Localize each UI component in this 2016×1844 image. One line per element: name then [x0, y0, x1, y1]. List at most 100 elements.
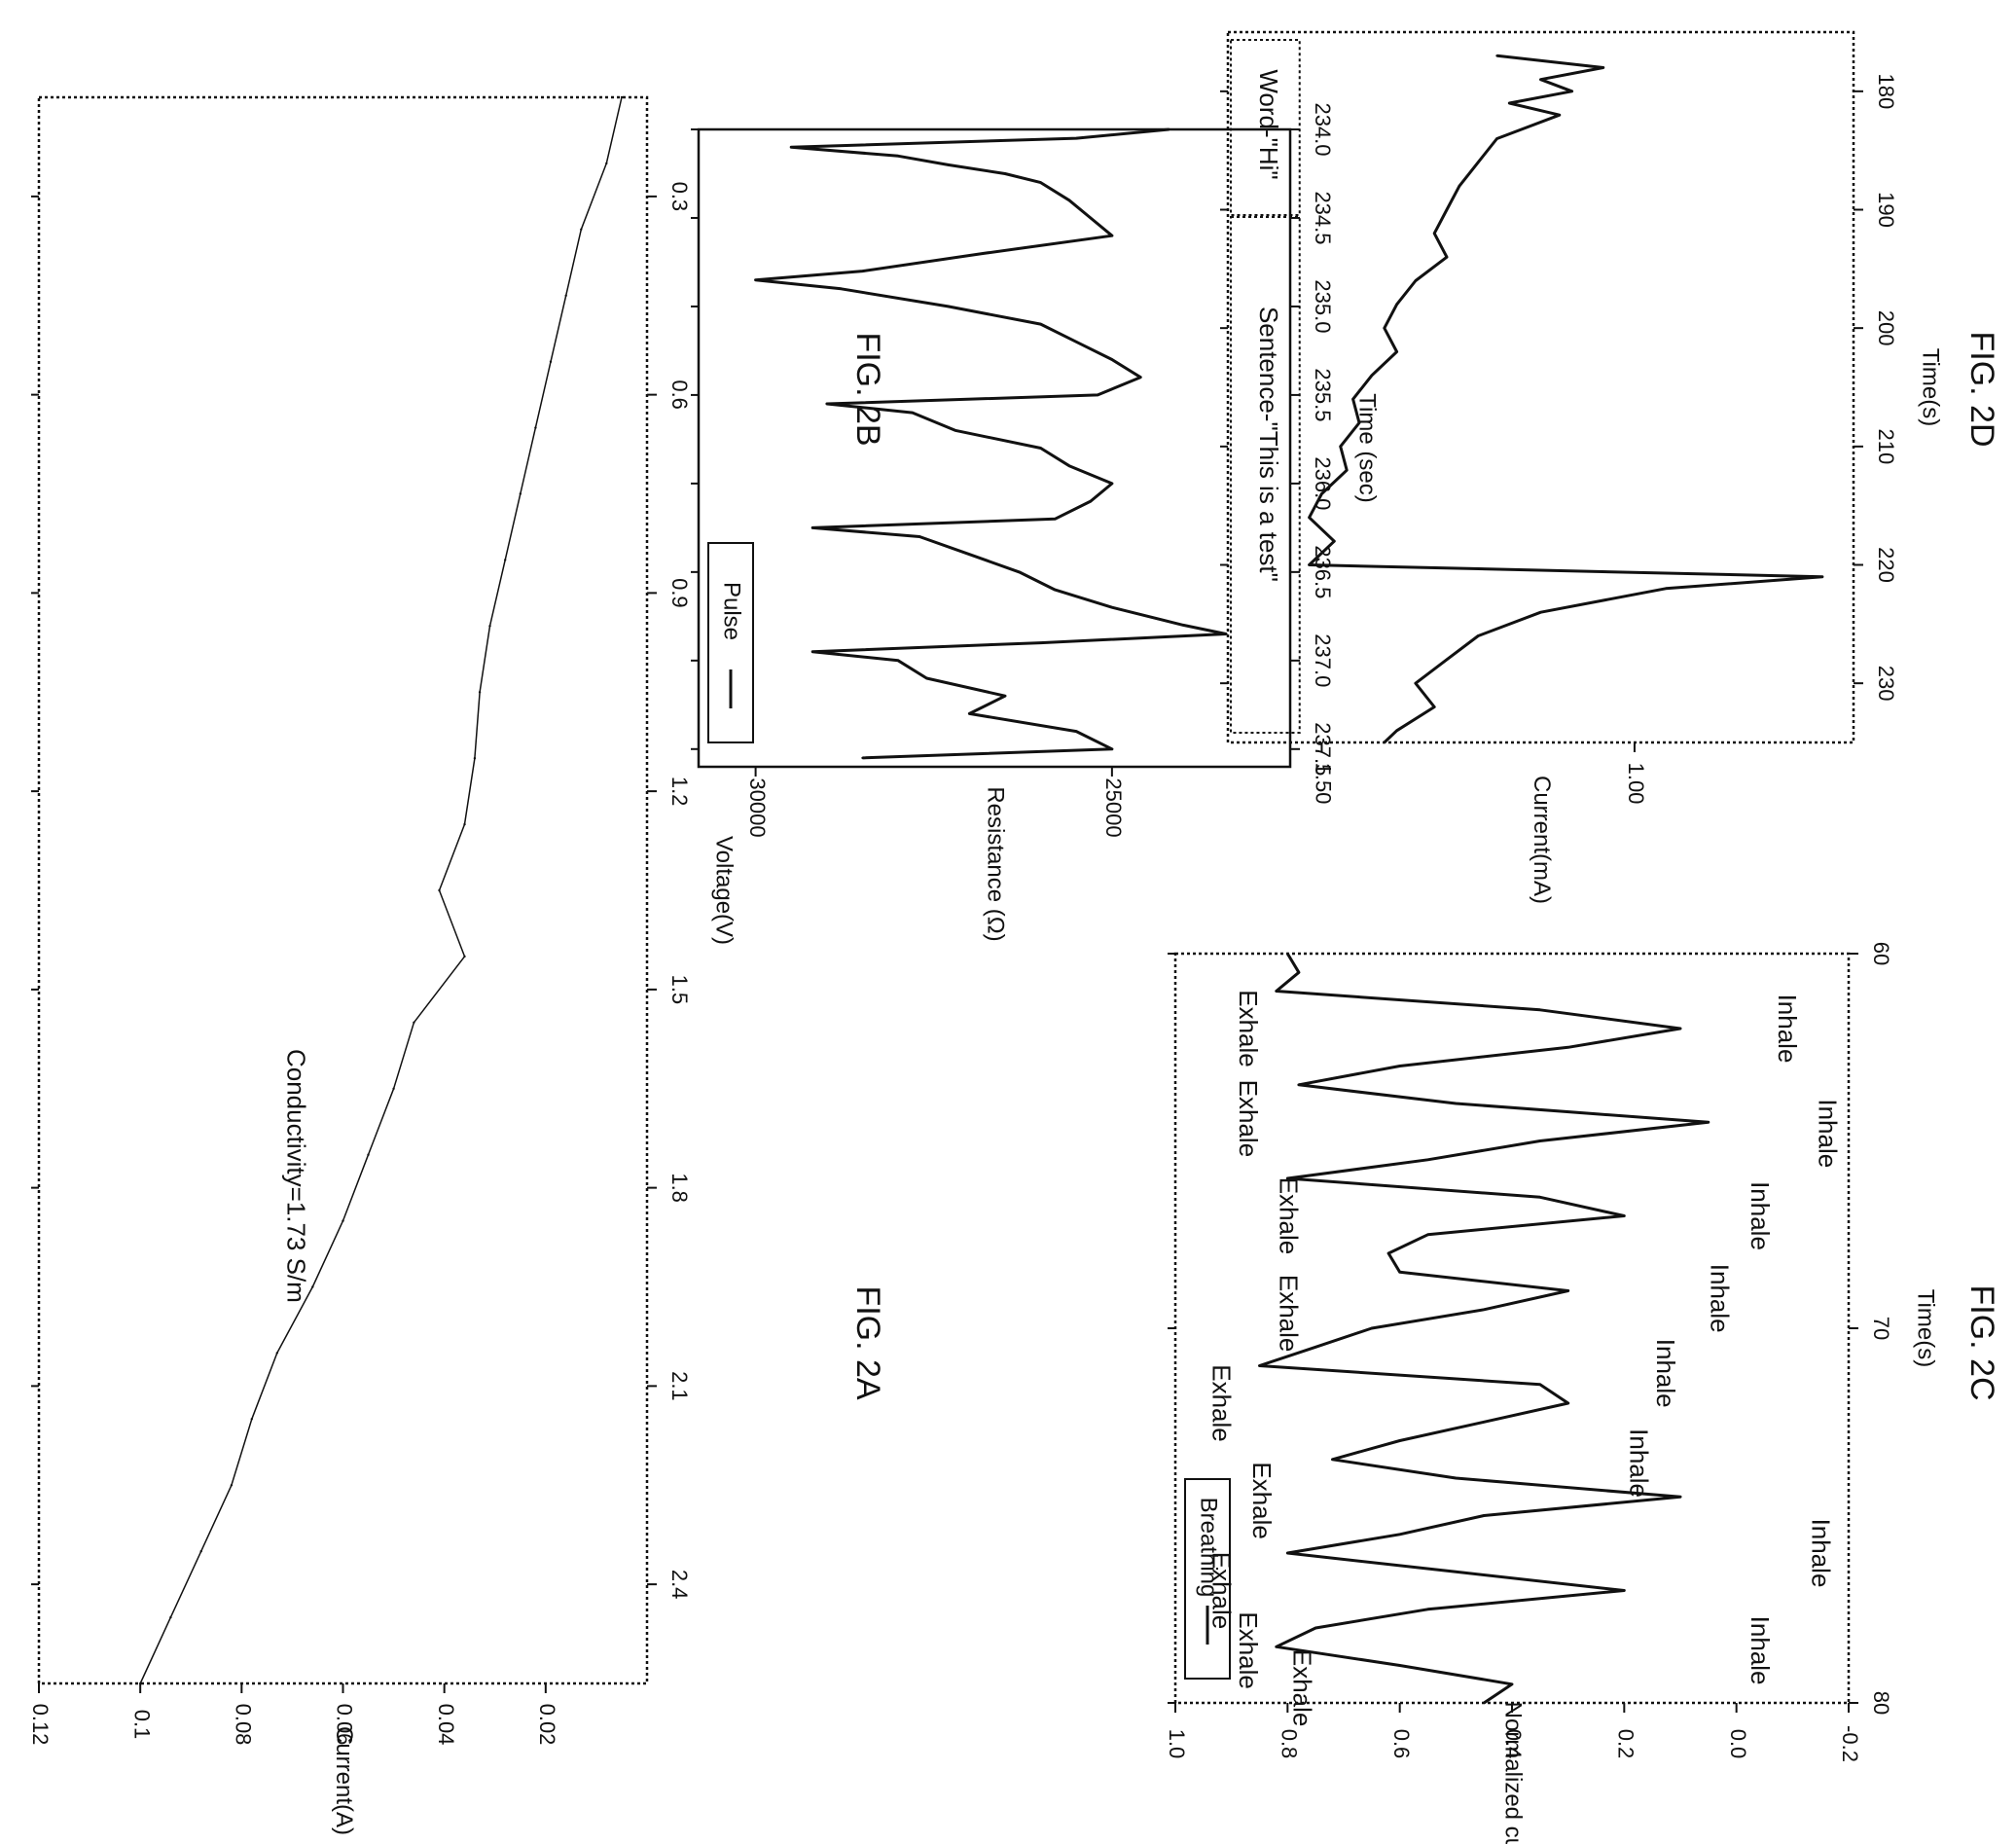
figure-label-2a: FIG. 2A [849, 1285, 886, 1399]
x-tick-label: 60 [1869, 942, 1893, 965]
series-line [139, 96, 623, 1684]
data-point [1351, 398, 1354, 401]
data-point [1623, 1214, 1626, 1217]
data-point [1039, 447, 1042, 450]
data-point [1566, 1289, 1569, 1292]
series-line [1258, 953, 1710, 1705]
data-point [1539, 78, 1542, 81]
data-point [982, 252, 986, 255]
y-tick-label: 30000 [745, 777, 770, 837]
data-point [1314, 1626, 1317, 1630]
data-point [1331, 1458, 1334, 1462]
data-point [954, 429, 956, 432]
annotation-exhale: Exhale [1275, 1177, 1304, 1255]
data-point [1395, 350, 1398, 353]
x-tick-label: 235.5 [1311, 368, 1335, 421]
x-tick-label: 1.5 [667, 975, 692, 1005]
data-point [1566, 1401, 1569, 1405]
data-point [1602, 66, 1605, 69]
data-point [1414, 279, 1418, 282]
x-tick-label: 237.5 [1311, 722, 1335, 776]
data-point [1039, 322, 1042, 326]
data-point [896, 659, 900, 662]
x-tick-label: 0.6 [667, 380, 692, 410]
x-tick-label: 2.4 [667, 1570, 692, 1600]
data-point [754, 278, 757, 281]
data-point [1508, 101, 1511, 105]
data-point [811, 650, 814, 653]
annotation-inhale: Inhale [1746, 1616, 1775, 1685]
legend-box [707, 542, 754, 743]
data-point [504, 559, 507, 561]
data-point [840, 287, 843, 290]
y-tick-label: 0.1 [129, 1710, 154, 1740]
y-tick-label: 0.06 [333, 1704, 357, 1746]
y-tick-label: 1.50 [1312, 763, 1336, 805]
x-axis-label: Time(s) [1918, 348, 1944, 426]
data-point [473, 757, 477, 760]
data-point [1678, 1496, 1682, 1499]
data-point [1414, 682, 1418, 685]
data-point [1075, 136, 1078, 140]
data-point [392, 1087, 395, 1091]
data-point [1483, 1308, 1486, 1312]
y-tick-label: 0.04 [434, 1704, 458, 1746]
data-point [1297, 1083, 1301, 1087]
data-point [1357, 421, 1361, 424]
data-point [1275, 990, 1278, 993]
data-point [1110, 358, 1114, 361]
data-point [1395, 729, 1398, 732]
data-point [1003, 695, 1007, 698]
data-point [1483, 1421, 1486, 1424]
x-axis-label: Time (sec) [1354, 393, 1381, 502]
data-point [139, 1681, 142, 1685]
x-tick-label: 236.5 [1311, 545, 1335, 598]
data-point [1558, 114, 1562, 117]
data-point [1426, 1608, 1429, 1611]
data-point [1678, 1027, 1682, 1030]
annotation-inhale: Inhale [1625, 1428, 1654, 1498]
data-point [342, 1219, 344, 1222]
data-point [1538, 1139, 1542, 1142]
data-point [1286, 1551, 1289, 1555]
data-point [1339, 445, 1342, 448]
y-tick-label: 0.4 [1501, 1729, 1526, 1759]
chart-2b: 234.0234.5235.0235.5236.0236.5237.0237.5… [691, 102, 1381, 942]
data-point [968, 712, 971, 715]
data-point [1039, 181, 1042, 184]
data-point [1510, 1682, 1514, 1686]
annotation-inhale: Inhale [1746, 1181, 1775, 1250]
data-point [1314, 1346, 1317, 1349]
data-point [1458, 185, 1461, 188]
data-point [918, 535, 921, 538]
y-tick-label: 0.8 [1278, 1729, 1302, 1759]
x-tick-label: 234.0 [1311, 102, 1335, 156]
annotation-exhale: Exhale [1247, 1462, 1277, 1539]
x-tick-label: 1.8 [667, 1173, 692, 1203]
data-point [1018, 570, 1021, 574]
data-point [1445, 256, 1449, 259]
y-tick-label: 25000 [1101, 777, 1126, 837]
x-tick-label: 180 [1874, 73, 1898, 109]
figure-label-2b: FIG. 2B [849, 332, 886, 446]
data-point [1539, 611, 1542, 614]
data-point [1398, 1664, 1401, 1667]
annotation-conductivity: Conductivity=1.73 S/m [282, 1049, 311, 1303]
figure-label-2c: FIG. 2C [1963, 1284, 2000, 1400]
data-point [620, 95, 624, 99]
data-point [1383, 741, 1386, 744]
data-point [1067, 199, 1071, 201]
data-point [1067, 464, 1071, 467]
x-axis-label: Voltage(V) [711, 836, 738, 945]
annotation-word: Word-"Hi" [1254, 69, 1283, 179]
data-point [1538, 1196, 1542, 1199]
series-line [754, 127, 1228, 760]
data-point [1495, 54, 1498, 57]
data-point [1346, 469, 1349, 472]
data-point [519, 492, 522, 495]
y-axis-label: Resistance (Ω) [983, 786, 1009, 941]
data-point [1110, 606, 1114, 609]
data-point [1426, 1158, 1429, 1162]
